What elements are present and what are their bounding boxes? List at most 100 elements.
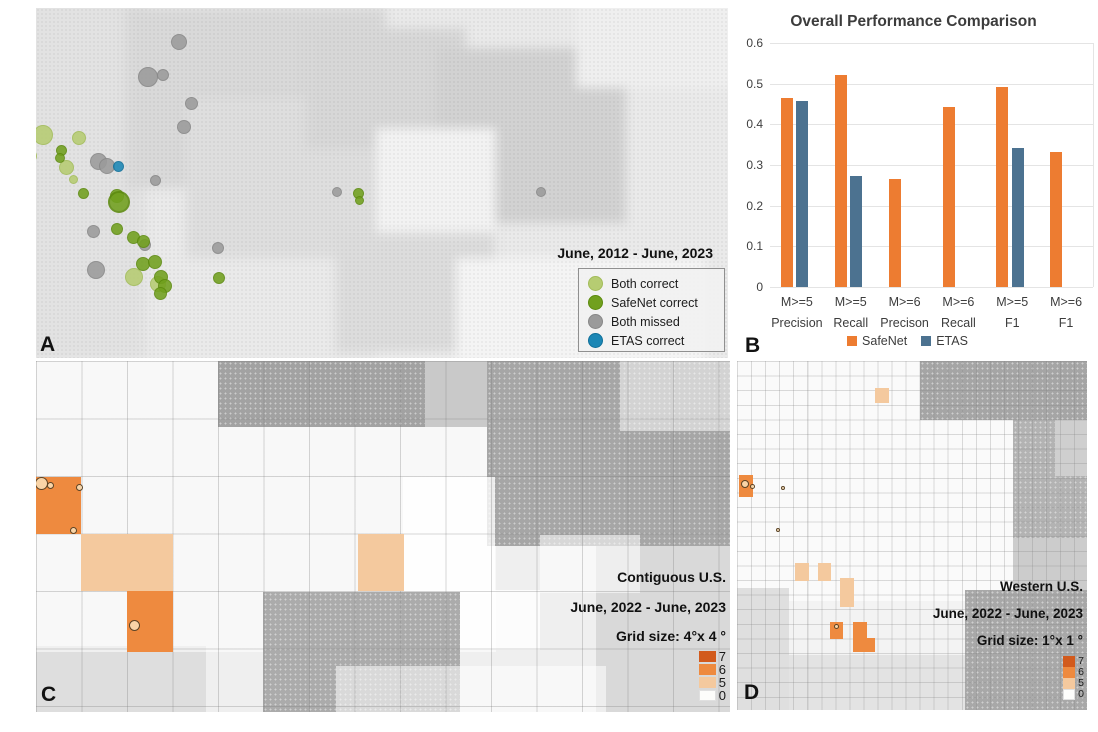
- terrain-patch: [218, 361, 425, 427]
- x-category-line2: Recall: [941, 316, 976, 330]
- colorbar-value: 7: [718, 649, 726, 664]
- legend-label: SafeNet correct: [611, 295, 698, 310]
- bar-etas: [796, 101, 809, 287]
- event-circle: [781, 486, 785, 490]
- colorbar-value: 5: [1078, 677, 1084, 690]
- y-tick-label: 0.3: [746, 158, 763, 172]
- map-dot-both_correct: [72, 131, 86, 145]
- bar-safenet: [1050, 151, 1063, 287]
- panel-d-period: June, 2022 - June, 2023: [932, 606, 1083, 621]
- terrain-patch: [576, 8, 728, 88]
- map-dot-both_missed: [157, 69, 169, 81]
- event-circle: [36, 476, 48, 490]
- forecast-cell-v5: [875, 388, 889, 403]
- map-dot-safenet_correct: [354, 195, 364, 205]
- map-dot-both_missed: [171, 34, 187, 50]
- event-circle: [128, 619, 140, 631]
- bar-safenet: [834, 74, 847, 287]
- ocean-patch: [789, 655, 965, 710]
- chart-legend-swatch-etas: [921, 336, 932, 346]
- map-dot-both_missed: [86, 224, 100, 238]
- colorbar-value: 6: [1078, 666, 1084, 679]
- map-dot-both_correct: [36, 149, 37, 163]
- panel-a-label: A: [40, 333, 56, 356]
- terrain-patch: [965, 590, 1087, 710]
- map-dot-safenet_correct: [148, 255, 162, 269]
- map-dot-safenet_correct: [136, 234, 150, 248]
- map-dot-safenet_correct: [77, 187, 89, 199]
- ocean-patch: [737, 588, 789, 710]
- panel-c-region: Contiguous U.S.: [617, 569, 726, 585]
- map-dot-both_missed: [536, 187, 546, 197]
- colorbar-swatch-6: [698, 664, 716, 675]
- map-dot-both_correct: [68, 174, 78, 184]
- forecast-cell-v5: [818, 563, 831, 581]
- colorbar-swatch-0: [1063, 689, 1076, 700]
- map-dot-safenet_correct: [111, 223, 123, 235]
- chart-plot-area: 0 0.1 0.2 0.3 0.4 0.5 0.6 M>=5 Precision M>=5 Reca…: [737, 0, 1098, 360]
- forecast-cell-v6: [830, 622, 843, 639]
- terrain-patch: [1055, 420, 1087, 476]
- map-dot-safenet_correct: [55, 153, 65, 163]
- x-category-line1: M>=5: [834, 295, 867, 309]
- legend-item-safenet_correct: SafeNet correct: [588, 295, 714, 310]
- colorbar-swatch-7: [1063, 656, 1076, 667]
- map-dot-both_correct: [58, 159, 74, 175]
- y-tick-label: 0.5: [746, 76, 763, 91]
- bar-safenet: [942, 106, 955, 287]
- ocean-patch: [36, 646, 206, 712]
- legend-swatch-safenet_correct: [588, 295, 603, 310]
- map-dot-both_missed: [332, 187, 342, 197]
- map-dot-both_missed: [212, 242, 224, 254]
- panel-d-region: Western U.S.: [999, 579, 1083, 594]
- panel-b-label: B: [745, 334, 761, 357]
- gridline: [770, 205, 1093, 207]
- panel-d-label: D: [744, 681, 760, 704]
- chart-title: Overall Performance Comparison: [790, 13, 1037, 30]
- colorbar-value: 0: [718, 688, 726, 703]
- bar-safenet: [781, 97, 793, 287]
- legend-swatch-both_missed: [588, 314, 603, 329]
- event-dots-layer: [36, 8, 728, 358]
- map-dot-both_missed: [184, 96, 198, 110]
- panel-d-map: Western U.S. June, 2022 - June, 2023 Gri…: [737, 361, 1087, 710]
- forecast-cell-v5: [358, 534, 404, 591]
- event-circle: [741, 480, 749, 488]
- colorbar-swatch-5: [698, 677, 716, 688]
- chart-legend-swatch-safenet: [847, 336, 858, 346]
- x-category-line2: Precision: [771, 316, 823, 330]
- panel-a-map: June, 2012 - June, 2023 Both correct Safe…: [36, 8, 728, 358]
- y-tick-label: 0.6: [746, 36, 763, 50]
- colorbar-row: 5: [1063, 678, 1084, 689]
- map-dot-safenet_correct: [213, 272, 225, 284]
- colorbar-swatch-5: [1063, 678, 1076, 689]
- chart-legend-item-safenet: SafeNet: [847, 334, 907, 348]
- colorbar-swatch-0: [698, 690, 716, 701]
- gridline: [770, 43, 1093, 44]
- legend-item-both_correct: Both correct: [588, 276, 714, 291]
- colorbar-row: 6: [698, 663, 726, 676]
- chart-legend-label: ETAS: [936, 334, 968, 348]
- event-circle: [75, 483, 83, 491]
- terrain-patch: [1013, 538, 1087, 590]
- overlay-cell: [403, 477, 495, 594]
- overlay-cell: [540, 535, 640, 593]
- colorbar-swatch-6: [1063, 667, 1076, 678]
- x-category-line1: M>=6: [1050, 295, 1083, 309]
- bar-safenet: [888, 179, 901, 287]
- panel-a-legend: Both correct SafeNet correct Both missed ET…: [578, 268, 725, 352]
- terrain-patch: [920, 361, 1087, 420]
- colorbar-row: 0: [698, 688, 726, 703]
- panel-c-period: June, 2022 - June, 2023: [570, 599, 726, 615]
- colorbar-value: 5: [718, 675, 726, 690]
- bar-etas: [1011, 147, 1024, 287]
- panel-a-period: June, 2012 - June, 2023: [557, 245, 713, 261]
- event-circle: [833, 623, 839, 629]
- forecast-cell-v5: [795, 563, 809, 581]
- forecast-cell-v5: [81, 534, 173, 591]
- event-circle: [749, 483, 755, 489]
- map-dot-both_correct: [125, 268, 143, 286]
- gridline: [770, 246, 1093, 248]
